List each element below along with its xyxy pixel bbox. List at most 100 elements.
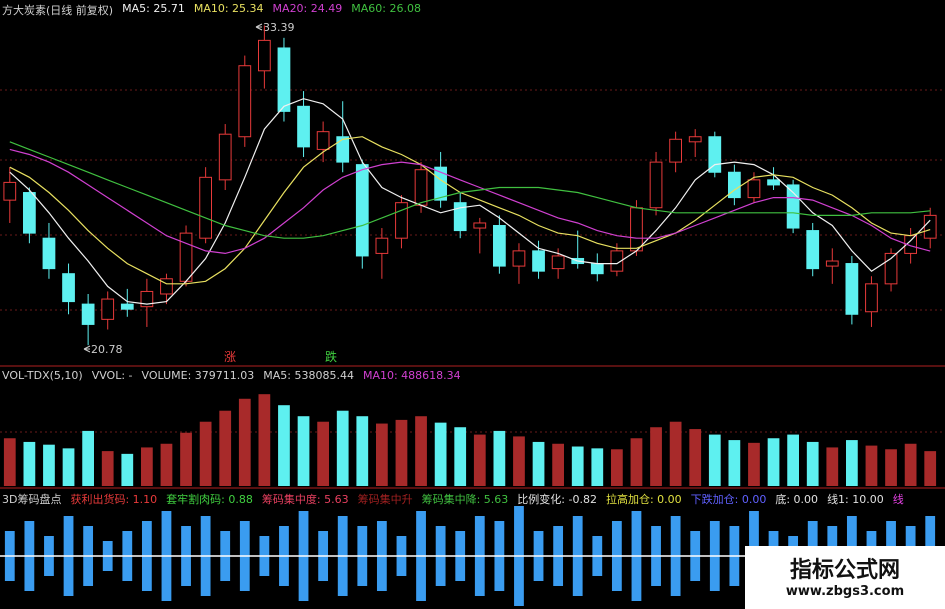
volume-bar — [336, 410, 349, 486]
volume-bar — [219, 410, 232, 486]
legend-name: MA10: — [193, 2, 229, 15]
panel-title: 3D筹码盘点 — [2, 493, 62, 506]
candle-body — [786, 184, 800, 229]
volume-bar — [473, 434, 486, 486]
candle-body — [825, 260, 839, 267]
legend-value: 24.49 — [310, 2, 343, 15]
arrow — [255, 23, 263, 31]
indicator-legend: 下跌加仓: 0.00 — [690, 493, 767, 506]
volume-bar — [650, 427, 662, 486]
volume-bar — [258, 394, 271, 486]
volume-legend: VVOL: - — [91, 369, 133, 382]
volume-bar — [532, 441, 545, 486]
candle-body — [590, 263, 604, 275]
indicator-legend: 比例变化: -0.82 — [517, 493, 597, 506]
volume-bar — [924, 451, 937, 486]
volume-bar — [160, 443, 173, 486]
volume-bar — [101, 451, 114, 486]
volume-bar — [278, 405, 290, 486]
volume-bar — [826, 447, 839, 486]
candle-body — [688, 136, 702, 143]
legend-name: MA60: — [351, 2, 386, 15]
volume-bar — [513, 436, 525, 486]
candle-body — [453, 202, 467, 232]
indicator-header: 3D筹码盘点 获利出货码: 1.10 套牢割肉码: 0.88 筹码集中度: 5.63 筹… — [2, 491, 904, 507]
ma-line — [9, 136, 931, 285]
candle-body — [42, 237, 56, 270]
volume-bar — [454, 427, 467, 486]
volume-bar — [356, 416, 369, 486]
legend-name: MA20: — [272, 2, 308, 15]
candle-body — [414, 169, 428, 206]
ma-line — [9, 98, 931, 305]
candle-body — [884, 252, 898, 285]
candle-body — [532, 250, 545, 272]
candle-body — [101, 298, 115, 320]
volume-bar — [180, 432, 192, 486]
candle-body — [728, 171, 741, 199]
candle-body — [62, 273, 75, 303]
annotation: 跌 — [325, 349, 337, 364]
volume-bar — [767, 438, 780, 486]
volume-bar — [141, 447, 153, 486]
volume-bar — [415, 416, 427, 486]
volume-bar — [199, 421, 212, 486]
volume-bar — [571, 446, 584, 486]
volume-bar — [630, 438, 643, 486]
volume-bar — [885, 449, 897, 486]
volume-bar — [493, 430, 506, 486]
indicator-legend: 底: 0.00 — [775, 493, 819, 506]
volume-bar — [238, 398, 251, 486]
candle-body — [258, 39, 271, 72]
ma-line — [9, 141, 931, 239]
candle-body — [81, 303, 95, 325]
volume-bar — [552, 443, 564, 486]
candle-body — [160, 278, 173, 295]
candle-body — [493, 225, 506, 267]
annotation: 20.78 — [91, 343, 123, 356]
legend-entry: MA10: 25.34 — [194, 2, 264, 18]
volume-legend: MA10: 488618.34 — [362, 369, 461, 382]
candle-body — [708, 136, 722, 173]
volume-bar — [3, 438, 16, 486]
candle-body — [218, 133, 232, 181]
volume-bar — [669, 421, 682, 486]
candle-body — [120, 303, 134, 310]
volume-bar — [23, 441, 36, 486]
candle-body — [512, 250, 526, 267]
indicator-legend: 线1: 10.00 — [827, 493, 884, 506]
volume-bar — [43, 444, 55, 486]
candle-body — [845, 263, 859, 315]
indicator-legend: 线 — [892, 493, 904, 506]
volume-bar — [395, 419, 408, 486]
legend-value: 25.71 — [153, 2, 185, 15]
candle-body — [649, 161, 663, 209]
volume-bar — [82, 430, 94, 486]
annotation: 33.39 — [263, 21, 295, 34]
legend-value: 26.08 — [389, 2, 421, 15]
volume-bar — [121, 453, 134, 486]
candle-body — [395, 202, 408, 239]
volume-bar — [62, 448, 75, 486]
candle-body — [865, 283, 878, 313]
legend-entry: MA60: 26.08 — [351, 2, 421, 18]
watermark: 指标公式网 www.zbgs3.com — [745, 546, 945, 609]
candle-body — [473, 222, 487, 229]
volume-bar — [611, 449, 623, 486]
volume-legend: MA5: 538085.44 — [263, 369, 354, 382]
chart-title: 方大炭素(日线 前复权) — [2, 4, 114, 17]
candle-body — [630, 207, 643, 252]
volume-bar — [728, 440, 741, 486]
candle-body — [767, 179, 780, 186]
volume-bar — [297, 416, 310, 486]
candle-body — [355, 164, 369, 257]
volume-header: VOL-TDX(5,10) VVOL: - VOLUME: 379711.03 MA5… — [2, 369, 461, 382]
candle-body — [277, 47, 291, 112]
candle-body — [336, 136, 350, 163]
volume-bar — [317, 421, 329, 486]
candle-body — [669, 138, 682, 163]
candle-body — [806, 230, 820, 270]
candle-body — [3, 181, 17, 201]
